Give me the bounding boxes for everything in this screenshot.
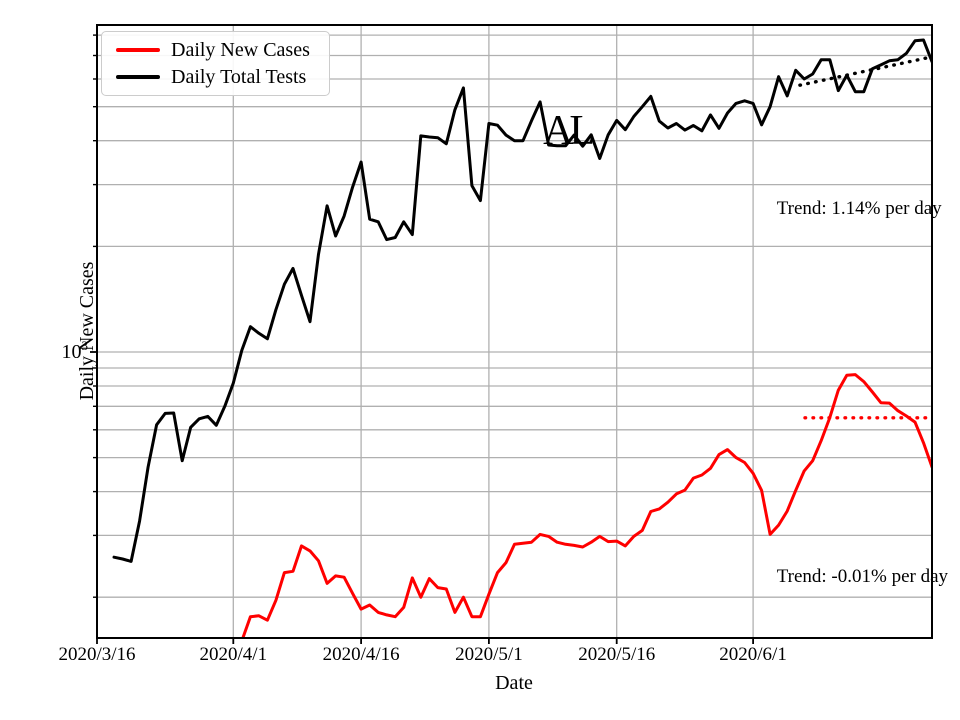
cases-trend-annotation: Trend: -0.01% per day	[776, 566, 949, 588]
state-annotation: AL	[543, 108, 595, 155]
legend: Daily New Cases Daily Total Tests	[101, 31, 330, 96]
legend-item-daily-new-cases: Daily New Cases	[116, 37, 319, 64]
legend-line-swatch-red	[116, 48, 160, 53]
x-tick-label: 2020/4/16	[322, 644, 400, 665]
x-tick-label: 2020/4/1	[199, 644, 268, 665]
legend-label: Daily Total Tests	[171, 65, 307, 88]
x-tick-label: 2020/6/1	[719, 644, 787, 665]
y-tick-label: 103	[61, 338, 89, 363]
x-tick-label: 2020/5/16	[578, 644, 656, 665]
legend-label: Daily New Cases	[171, 39, 310, 62]
x-tick-label: 2020/5/1	[455, 644, 523, 665]
tests-trend-annotation: Trend: 1.14% per day	[776, 197, 942, 219]
legend-item-daily-total-tests: Daily Total Tests	[116, 64, 319, 91]
x-tick-label: 2020/3/16	[58, 644, 136, 665]
y-axis-label: Daily New Cases	[75, 261, 98, 401]
legend-line-swatch-black	[116, 74, 160, 79]
x-axis-label: Date	[495, 672, 533, 694]
